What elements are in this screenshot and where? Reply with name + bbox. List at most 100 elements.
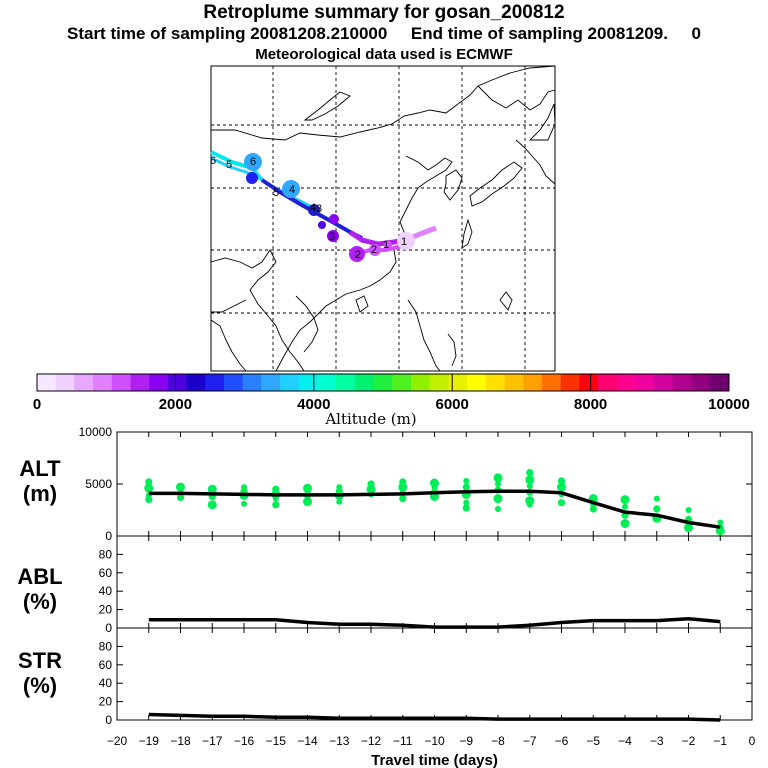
colorbar-segment — [130, 374, 150, 391]
x-tick-label: −13 — [329, 734, 350, 748]
x-tick-label: −15 — [266, 734, 287, 748]
altitude-point — [526, 483, 533, 490]
plume-day-label: 4 — [289, 184, 295, 196]
plume-day-label: 6 — [210, 155, 216, 167]
altitude-point — [495, 506, 501, 512]
alt-unit: (m) — [23, 481, 57, 506]
colorbar-axis-label: Altitude (m) — [324, 410, 416, 428]
series-line — [148, 712, 721, 722]
panel-frame — [116, 627, 753, 721]
y-tick-label: 0 — [105, 713, 112, 727]
altitude-point — [272, 495, 279, 502]
series-line — [148, 489, 721, 529]
altitude-point — [241, 500, 247, 507]
altitude-point — [589, 505, 597, 513]
colorbar-segment — [579, 374, 599, 391]
altitude-point — [145, 478, 153, 486]
colorbar-tick-label: 8000 — [574, 396, 607, 413]
plume-day-label: 4 — [310, 202, 316, 214]
colorbar-segment — [354, 374, 375, 391]
altitude-point — [557, 482, 566, 492]
colorbar-segment — [74, 374, 94, 391]
altitude-point — [525, 475, 535, 485]
altitude-point — [431, 484, 438, 491]
colorbar-segment — [411, 374, 431, 391]
x-tick-label: −11 — [393, 734, 413, 748]
x-tick-label: −9 — [459, 734, 473, 748]
altitude-point — [462, 483, 470, 491]
altitude-point — [622, 503, 628, 510]
str-label: STR — [18, 648, 62, 673]
colorbar-segment — [504, 374, 524, 391]
altitude-point — [176, 482, 185, 492]
y-tick-label: 40 — [99, 584, 113, 598]
plume-day-label: 3 — [329, 231, 335, 243]
plume-dot — [349, 246, 365, 262]
colorbar-tick-label: 6000 — [436, 396, 469, 413]
colorbar-frame — [36, 373, 730, 392]
x-tick-label: −8 — [491, 734, 505, 748]
abl-label: ABL — [17, 564, 62, 589]
colorbar-segment — [710, 374, 730, 391]
plume-day-label: 5 — [226, 159, 232, 171]
colorbar-segment — [205, 374, 225, 391]
colorbar-segment — [429, 374, 449, 391]
sampling-time: Start time of sampling 20081208.210000 E… — [66, 24, 701, 43]
colorbar-segment — [224, 374, 244, 391]
colorbar-segment — [111, 374, 131, 391]
colorbar-segment — [672, 374, 692, 391]
altitude-point — [176, 493, 185, 502]
y-tick-label: 80 — [99, 547, 113, 561]
y-tick-label: 5000 — [85, 477, 112, 491]
plume-markers — [244, 153, 415, 262]
colorbar-segment — [541, 374, 562, 391]
y-tick-label: 80 — [99, 639, 113, 653]
colorbar-segment — [560, 374, 580, 391]
y-tick-label: 20 — [99, 603, 113, 617]
plume-dot — [384, 241, 392, 249]
map-frame — [210, 65, 556, 372]
colorbar-tick-label: 4000 — [297, 396, 330, 413]
altitude-point — [207, 500, 217, 510]
x-tick-label: −4 — [618, 734, 632, 748]
plume-day-label: 2 — [371, 244, 377, 256]
colorbar-segment — [186, 374, 206, 391]
plume-day-label: 6 — [250, 156, 256, 168]
altitude-point — [463, 477, 470, 484]
colorbar-segment — [149, 374, 169, 391]
series-line — [148, 617, 721, 629]
y-tick-label: 60 — [99, 658, 113, 672]
altitude-point — [526, 501, 533, 508]
alt-label: ALT — [19, 456, 61, 481]
altitude-point — [493, 473, 503, 483]
altitude-point — [399, 495, 407, 503]
altitude-point — [620, 495, 630, 505]
colorbar-segment — [280, 374, 300, 391]
colorbar-segment — [616, 374, 636, 391]
x-tick-label: −16 — [234, 734, 255, 748]
colorbar-tick-label: 2000 — [159, 396, 192, 413]
y-tick-label: 20 — [99, 695, 113, 709]
x-axis-label: Travel time (days) — [371, 752, 498, 768]
altitude-point — [557, 499, 566, 507]
x-tick-label: −20 — [107, 734, 128, 748]
x-tick-label: −18 — [170, 734, 191, 748]
altitude-point — [462, 504, 470, 512]
x-tick-label: −14 — [297, 734, 318, 748]
plume-dot — [318, 221, 326, 229]
colorbar-segment — [37, 374, 57, 391]
altitude-point — [336, 498, 343, 505]
x-tick-label: −3 — [650, 734, 664, 748]
y-tick-label: 40 — [99, 676, 113, 690]
altitude-point — [684, 523, 693, 533]
met-data-label: Meteorological data used is ECMWF — [255, 46, 513, 63]
x-tick-label: −19 — [139, 734, 160, 748]
x-tick-label: −12 — [361, 734, 382, 748]
altitude-point — [620, 519, 630, 528]
altitude-point — [495, 481, 501, 487]
y-tick-label: 0 — [105, 621, 112, 635]
str-unit: (%) — [23, 673, 57, 698]
colorbar-segment — [523, 374, 543, 391]
